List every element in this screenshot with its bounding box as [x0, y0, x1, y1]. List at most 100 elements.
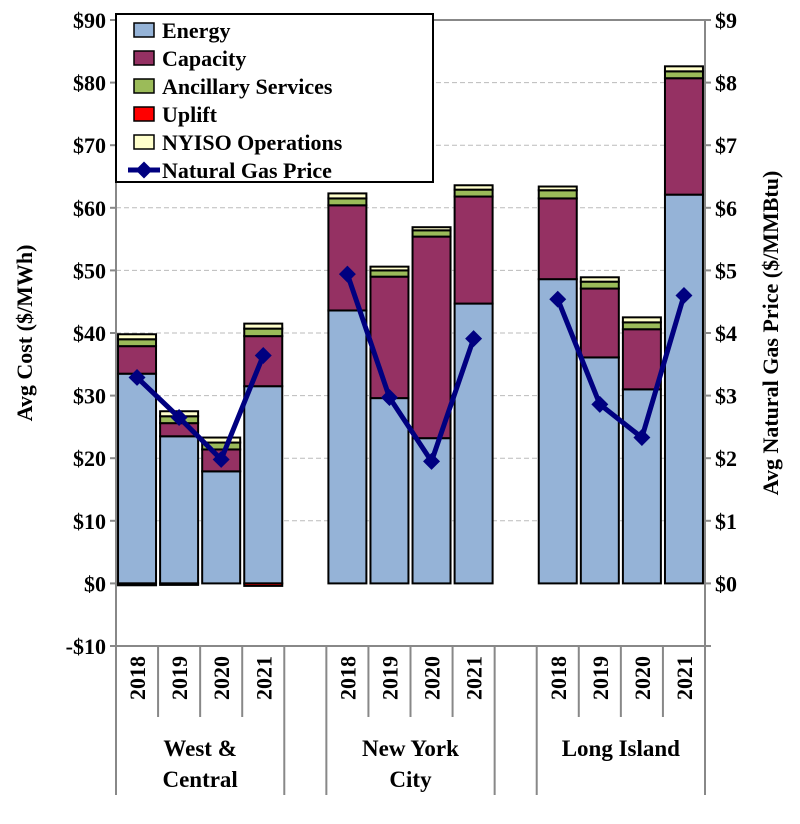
bar-segment-nyiso-operations: [537, 185, 578, 192]
gas-price-segment: [555, 294, 687, 442]
bar-segment-energy: [117, 372, 158, 585]
bar-segment-ancillary-services: [117, 338, 158, 348]
gas-price-marker: [170, 409, 188, 426]
gas-price-marker: [380, 388, 398, 406]
x-tick-label: 2019: [167, 656, 192, 700]
bar-segment-nyiso-operations: [621, 316, 662, 324]
bar-segment-capacity: [411, 235, 452, 440]
gas-price-segment: [345, 273, 476, 467]
y2-tick-label: $8: [715, 71, 737, 96]
y2-axis-title: Avg Natural Gas Price ($/MMBtu): [758, 171, 783, 496]
x-tick-label: 2020: [420, 656, 445, 700]
bar-segment-energy: [537, 278, 578, 585]
bar-segment-ancillary-services: [621, 321, 662, 331]
bar-segment-capacity: [621, 328, 662, 391]
y-tick-label: $40: [73, 321, 106, 346]
y2-tick-label: $9: [715, 8, 737, 33]
bar-segment-energy: [201, 470, 242, 585]
legend-label: Ancillary Services: [162, 74, 333, 99]
bar-segment-nyiso-operations: [411, 226, 452, 232]
group-label: West &: [163, 736, 236, 761]
legend-swatch: [133, 134, 155, 150]
bar-segment-nyiso-operations: [663, 65, 704, 73]
bar-segment-capacity: [663, 77, 704, 196]
y2-tick-label: $3: [715, 384, 737, 409]
bar-segment-ancillary-services: [663, 70, 704, 80]
x-tick-label: 2020: [209, 656, 234, 700]
y-tick-label: $90: [73, 8, 106, 33]
bar-segment-energy: [369, 397, 410, 585]
legend-label: Natural Gas Price: [162, 158, 332, 183]
x-tick-label: 2020: [630, 656, 655, 700]
x-tick-label: 2019: [377, 656, 402, 700]
y2-tick-label: $5: [715, 258, 737, 283]
bar-segment-energy: [621, 388, 662, 585]
y2-tick-label: $2: [715, 446, 737, 471]
gas-price-marker: [423, 452, 441, 470]
gas-price-marker: [591, 395, 609, 413]
y-tick-label: $80: [73, 71, 106, 96]
y2-tick-label: $4: [715, 321, 737, 346]
legend-marker: [135, 161, 153, 179]
y-axis-title: Avg Cost ($/MWh): [12, 245, 37, 422]
bar-segment-ancillary-services: [327, 197, 368, 207]
y-tick-label: $20: [73, 446, 106, 471]
gas-price-marker: [633, 429, 651, 447]
gas-price-marker: [338, 265, 356, 283]
y-tick-label: $60: [73, 196, 106, 221]
y-tick-label: $30: [73, 384, 106, 409]
legend: Energy Capacity Ancillary Services Uplift NY…: [115, 13, 434, 183]
group-label: Long Island: [562, 736, 680, 761]
bar-segment-energy: [327, 309, 368, 585]
y2-tick-label: $0: [715, 571, 737, 596]
bar-segment-ancillary-services: [579, 280, 620, 290]
bar-segment-energy: [243, 385, 284, 585]
group-label: City: [389, 767, 432, 792]
gas-price-marker: [128, 368, 146, 386]
gas-price-segment: [135, 354, 266, 464]
group-label: Central: [162, 767, 237, 792]
bar-segment-nyiso-operations: [201, 436, 242, 444]
bars: [117, 65, 704, 587]
bar-segment-energy: [159, 435, 200, 585]
bar-segment-nyiso-operations: [327, 192, 368, 200]
legend-label: Energy: [162, 18, 230, 43]
x-tick-label: 2018: [125, 656, 150, 700]
legend-label: NYISO Operations: [162, 130, 343, 155]
bar-segment-capacity: [537, 197, 578, 281]
bar-segment-capacity: [579, 287, 620, 359]
group-label: New York: [362, 736, 459, 761]
gas-price-marker: [465, 330, 483, 348]
y2-tick-label: $7: [715, 133, 737, 158]
legend-label: Capacity: [162, 46, 246, 71]
legend-box: [115, 13, 434, 183]
y2-tick-label: $1: [715, 509, 737, 534]
x-tick-label: 2021: [251, 656, 276, 700]
bar-segment-uplift: [159, 582, 200, 586]
bar-segment-energy: [663, 193, 704, 585]
gas-price-marker: [212, 450, 230, 468]
x-tick-label: 2021: [462, 656, 487, 700]
bar-segment-ancillary-services: [243, 327, 284, 338]
gas-price-line: [128, 265, 693, 470]
legend-swatch: [133, 50, 155, 66]
y-tick-label: $0: [84, 571, 106, 596]
bar-segment-nyiso-operations: [243, 322, 284, 330]
bar-segment-uplift: [117, 582, 158, 587]
gas-price-marker: [675, 286, 693, 304]
x-tick-label: 2018: [335, 656, 360, 700]
gas-price-marker: [254, 347, 272, 365]
y-tick-label: $50: [73, 258, 106, 283]
bar-segment-capacity: [327, 204, 368, 312]
y-tick-label: $10: [73, 509, 106, 534]
bar-segment-nyiso-operations: [117, 333, 158, 341]
bar-segment-nyiso-operations: [369, 265, 410, 272]
y-tick-label: -$10: [66, 634, 106, 659]
gas-price-marker: [549, 290, 567, 308]
x-tick-label: 2018: [546, 656, 571, 700]
x-tick-label: 2021: [672, 656, 697, 700]
x-tick-label: 2019: [588, 656, 613, 700]
bar-segment-energy: [579, 356, 620, 585]
